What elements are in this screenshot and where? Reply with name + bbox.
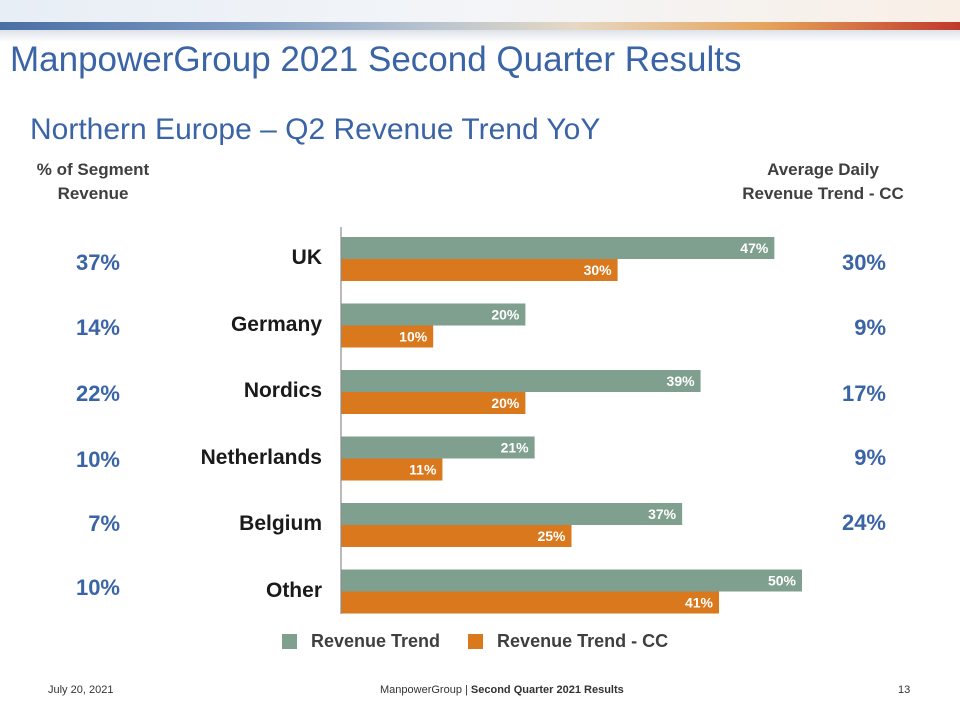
daily-revenue-heading-line1: Average Daily	[767, 160, 879, 179]
legend-label-revenue-trend-cc: Revenue Trend - CC	[497, 631, 669, 651]
header-color-band	[0, 22, 960, 30]
segment-pct-germany: 14%	[75, 315, 120, 340]
daily-trend-nordics: 17%	[841, 381, 886, 406]
legend-item-revenue-trend-cc: Revenue Trend - CC	[468, 631, 668, 652]
data-label-nordics-revenue-trend: 39%	[667, 373, 696, 389]
slide-title: ManpowerGroup 2021 Second Quarter Result…	[10, 40, 742, 79]
data-label-nordics-revenue-trend-cc: 20%	[491, 395, 520, 411]
data-label-germany-revenue-trend-cc: 10%	[399, 329, 428, 345]
footer-title: ManpowerGroup | Second Quarter 2021 Resu…	[380, 684, 624, 696]
data-label-uk-revenue-trend-cc: 30%	[584, 262, 613, 278]
segment-revenue-heading: % of Segment Revenue	[18, 158, 168, 206]
data-label-netherlands-revenue-trend-cc: 11%	[409, 462, 437, 478]
daily-trend-belgium: 24%	[841, 510, 886, 535]
data-label-belgium-revenue-trend-cc: 25%	[537, 528, 566, 544]
bar-uk-revenue-trend	[341, 237, 775, 259]
bar-netherlands-revenue-trend	[341, 436, 535, 459]
footer-report: Second Quarter 2021 Results	[470, 684, 624, 696]
data-label-belgium-revenue-trend: 37%	[648, 506, 677, 522]
data-label-netherlands-revenue-trend: 21%	[501, 440, 530, 456]
daily-trend-netherlands: 9%	[854, 445, 886, 470]
slide-subtitle: Northern Europe – Q2 Revenue Trend YoY	[30, 113, 601, 146]
bar-belgium-revenue-trend	[341, 503, 683, 525]
header-band-shadow	[0, 30, 960, 42]
segment-revenue-heading-line1: % of Segment	[36, 160, 150, 179]
page-number: 13	[898, 684, 911, 696]
daily-revenue-heading: Average Daily Revenue Trend - CC	[718, 158, 928, 206]
legend-swatch-revenue-trend-cc	[468, 634, 484, 649]
bar-other-revenue-trend	[341, 569, 802, 592]
category-label-belgium: Belgium	[239, 512, 322, 535]
segment-revenue-heading-line2: Revenue	[57, 184, 129, 203]
category-label-germany: Germany	[230, 313, 322, 336]
legend-item-revenue-trend: Revenue Trend	[282, 631, 440, 652]
legend-swatch-revenue-trend	[282, 634, 297, 649]
data-label-uk-revenue-trend: 47%	[740, 240, 769, 256]
bar-nordics-revenue-trend-cc	[341, 392, 526, 414]
daily-revenue-heading-line2: Revenue Trend - CC	[742, 184, 904, 203]
bar-other-revenue-trend-cc	[341, 591, 720, 614]
bar-belgium-revenue-trend-cc	[341, 525, 572, 547]
footer-company: ManpowerGroup	[380, 684, 462, 696]
category-label-nordics: Nordics	[243, 379, 322, 402]
segment-pct-other: 10%	[75, 575, 120, 600]
segment-pct-uk: 37%	[75, 250, 120, 275]
segment-pct-nordics: 22%	[75, 381, 120, 406]
category-label-uk: UK	[291, 246, 322, 269]
daily-trend-germany: 9%	[854, 315, 886, 340]
header-wash	[0, 0, 960, 22]
category-label-netherlands: Netherlands	[200, 446, 322, 469]
daily-trend-uk: 30%	[841, 250, 886, 275]
bar-germany-revenue-trend	[341, 303, 526, 326]
footer-separator: |	[461, 684, 471, 696]
chart-legend: Revenue Trend Revenue Trend - CC	[282, 631, 696, 652]
bar-nordics-revenue-trend	[341, 370, 701, 392]
footer-date: July 20, 2021	[48, 684, 114, 696]
segment-pct-belgium: 7%	[88, 511, 120, 536]
data-label-germany-revenue-trend: 20%	[491, 307, 520, 323]
legend-label-revenue-trend: Revenue Trend	[311, 631, 441, 651]
bar-uk-revenue-trend-cc	[341, 259, 618, 281]
data-label-other-revenue-trend-cc: 41%	[685, 595, 714, 611]
bar-germany-revenue-trend-cc	[341, 325, 434, 348]
category-label-other: Other	[265, 579, 322, 602]
data-label-other-revenue-trend: 50%	[768, 573, 797, 589]
bar-netherlands-revenue-trend-cc	[341, 458, 443, 481]
segment-pct-netherlands: 10%	[75, 447, 120, 472]
